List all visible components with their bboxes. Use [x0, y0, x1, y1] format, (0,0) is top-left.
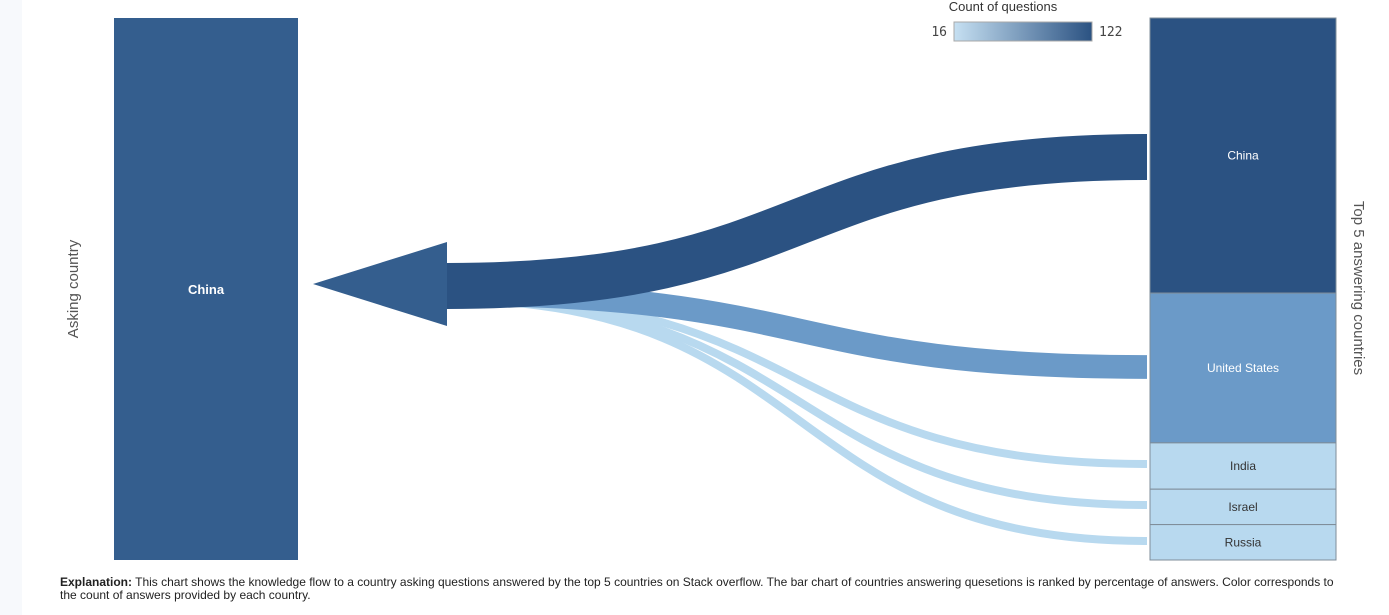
- target-bar-label: China: [1227, 149, 1259, 163]
- legend-title: Count of questions: [949, 0, 1058, 14]
- explanation-text: This chart shows the knowledge flow to a…: [60, 575, 1334, 602]
- flow-arrow-head: [313, 242, 447, 326]
- target-bar-russia: [1149, 524, 1337, 561]
- target-bar-china: [1149, 17, 1337, 294]
- explanation-lead: Explanation:: [60, 575, 133, 589]
- target-bar-india: [1149, 442, 1337, 490]
- legend-color-ramp: [953, 21, 1093, 42]
- target-bar-label: United States: [1207, 361, 1279, 375]
- chart-explanation: Explanation: This chart shows the knowle…: [60, 576, 1350, 602]
- flow-china: [446, 134, 1148, 309]
- left-axis-title: Asking country: [65, 239, 82, 338]
- target-bar-united-states: [1149, 292, 1337, 444]
- target-bar-label: India: [1230, 459, 1256, 473]
- source-bar-china: [114, 18, 298, 560]
- page-left-margin: [0, 0, 22, 615]
- right-axis-title: Top 5 answering countries: [1350, 201, 1367, 375]
- target-bar-label: Israel: [1228, 500, 1257, 514]
- target-bar-label: Russia: [1225, 535, 1262, 549]
- target-bar-israel: [1149, 488, 1337, 526]
- legend-max-label: 122: [1099, 25, 1122, 40]
- legend-min-label: 16: [931, 25, 947, 40]
- source-bar-label: China: [188, 282, 225, 297]
